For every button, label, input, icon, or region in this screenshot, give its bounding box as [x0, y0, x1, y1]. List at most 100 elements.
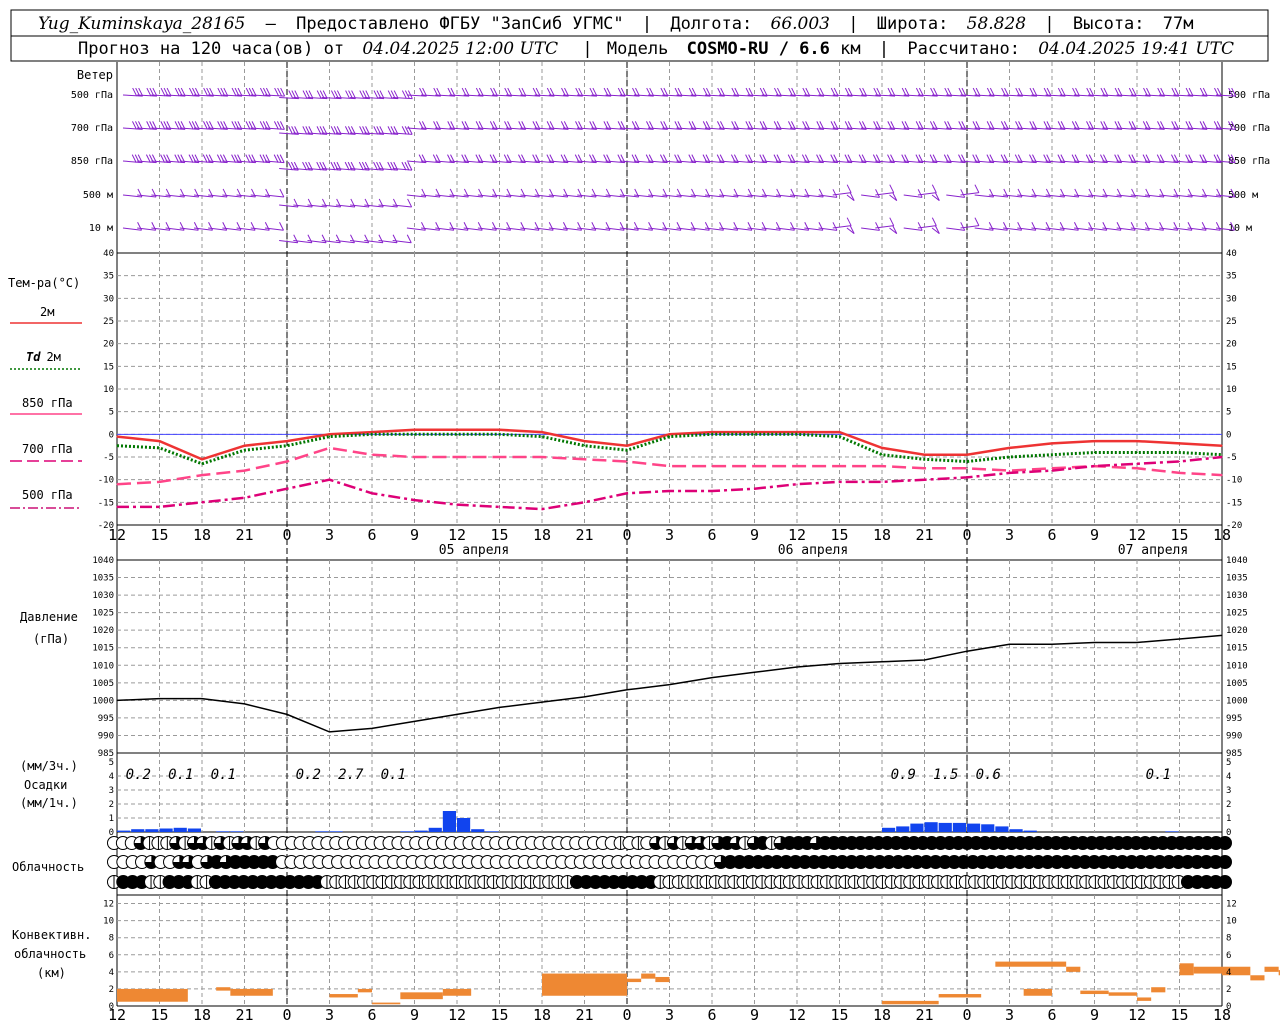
wind-barb-feather — [152, 87, 158, 97]
wind-barb-shaft — [1201, 194, 1221, 198]
wind-barb-feather — [208, 222, 213, 231]
temp-point — [1008, 470, 1011, 472]
wind-barb-feather — [322, 90, 328, 99]
wind-barb-feather — [934, 225, 940, 234]
conv-tick-right: 8 — [1226, 934, 1231, 944]
wind-barb-shaft — [122, 227, 142, 231]
temp-tick-left: -15 — [98, 498, 114, 508]
temp-point — [626, 449, 628, 451]
time-tick-label-bottom: 0 — [622, 1006, 631, 1024]
wind-barb-feather — [1059, 222, 1065, 231]
wind-barb-shaft — [378, 240, 398, 244]
pressure-point — [838, 662, 841, 665]
wind-barb-feather — [635, 87, 640, 97]
temp-point — [413, 433, 416, 435]
temp-point — [753, 488, 756, 490]
pressure-tick-left: 1025 — [92, 609, 114, 619]
temp-tick-left: 35 — [103, 272, 114, 282]
temp-point — [838, 436, 841, 438]
wind-barb-shaft — [988, 194, 1008, 198]
pressure-point — [243, 703, 246, 705]
precip-tick-left: 0 — [109, 828, 114, 838]
conv-tick-left: 4 — [109, 968, 114, 978]
conv-tick-left: 6 — [109, 951, 114, 961]
wind-barb-feather — [960, 189, 966, 198]
precip-total-label: 0.2 — [126, 767, 151, 783]
precip-tick-right: 5 — [1226, 758, 1231, 768]
time-tick-label: 21 — [235, 526, 253, 544]
time-tick-label-bottom: 21 — [235, 1006, 253, 1024]
wind-barb-feather — [934, 192, 940, 201]
wind-barb — [1215, 87, 1237, 97]
temp-point — [201, 474, 203, 476]
pressure-title: Давление — [20, 610, 78, 624]
precip-bar — [882, 827, 896, 832]
wind-barb-feather — [1201, 222, 1207, 231]
wind-barb-feather — [188, 154, 194, 163]
temp-point — [1178, 442, 1181, 444]
pressure-point — [966, 650, 968, 652]
wind-barb-shaft — [122, 194, 142, 198]
wind-barb-feather — [404, 126, 410, 135]
time-tick-label: 21 — [915, 526, 933, 544]
precip-total-label: 2.7 — [338, 767, 364, 783]
wind-barb-feather — [407, 90, 413, 99]
temp-point — [753, 433, 756, 435]
wind-barb-feather — [245, 154, 251, 163]
precip-total-label: 0.1 — [1146, 767, 1171, 783]
wind-barb-shaft — [605, 227, 625, 231]
wind-barb-feather — [222, 222, 228, 231]
wind-barb-feather — [387, 126, 393, 135]
wind-barb-shaft — [350, 204, 370, 208]
cloud-cover-symbol — [1218, 875, 1232, 889]
wind-barb-feather — [662, 222, 668, 231]
precip-bar — [995, 826, 1009, 832]
model-prefix: Модель — [607, 39, 668, 59]
conv-cloud-bar — [882, 1000, 939, 1005]
wind-barb-shaft — [208, 194, 228, 198]
wind-barb-shaft — [903, 194, 923, 198]
wind-barb-feather — [917, 222, 923, 231]
wind-level-label-left: 700 гПа — [71, 123, 113, 134]
wind-barb — [236, 87, 257, 97]
wind-barb-feather — [160, 87, 166, 97]
wind-barb-feather — [217, 87, 223, 97]
wind-barb-shaft — [761, 194, 781, 198]
wind-barb-feather — [279, 188, 285, 198]
wind-barb-feather — [231, 121, 237, 130]
precip-bar — [471, 829, 485, 832]
pressure-point — [1178, 638, 1181, 640]
temp-point — [286, 445, 288, 447]
wind-barb-shaft — [1074, 194, 1094, 198]
wind-barb-feather — [273, 154, 279, 163]
wind-barb-feather — [691, 87, 697, 97]
wind-barb-shaft — [335, 204, 355, 208]
wind-barb-shaft — [534, 227, 554, 231]
legend-700-label: 700 гПа — [22, 442, 73, 456]
wind-barb-feather — [373, 90, 379, 99]
time-tick-label-bottom: 3 — [1005, 1006, 1014, 1024]
wind-barb-feather — [1230, 188, 1236, 198]
wind-barb-shaft — [477, 194, 497, 198]
time-tick-label: 9 — [1090, 526, 1099, 544]
wind-barb-shaft — [804, 227, 823, 231]
wind-barb-shaft — [1073, 227, 1093, 231]
wind-barb-feather — [1231, 87, 1237, 97]
cloud-circle — [1218, 875, 1232, 889]
cloud-cover-symbol — [1218, 836, 1232, 850]
wind-barb-feather — [734, 87, 740, 97]
pressure-point — [796, 666, 798, 668]
wind-barb — [875, 184, 895, 196]
wind-barb-feather — [776, 87, 782, 97]
pressure-point — [711, 676, 713, 679]
precip-tick-right: 4 — [1226, 772, 1231, 782]
wind-barb-feather — [1230, 222, 1236, 231]
wind-barb-feather — [706, 87, 711, 97]
wind-barb-shaft — [917, 225, 937, 229]
conv-tick-left: 0 — [109, 1002, 114, 1012]
wind-barb-shaft — [179, 227, 199, 231]
conv-title-2: облачность — [14, 947, 86, 961]
wind-barb-shaft — [704, 194, 724, 198]
wind-barb-feather — [989, 87, 995, 97]
wind-barb-feather — [358, 161, 364, 171]
